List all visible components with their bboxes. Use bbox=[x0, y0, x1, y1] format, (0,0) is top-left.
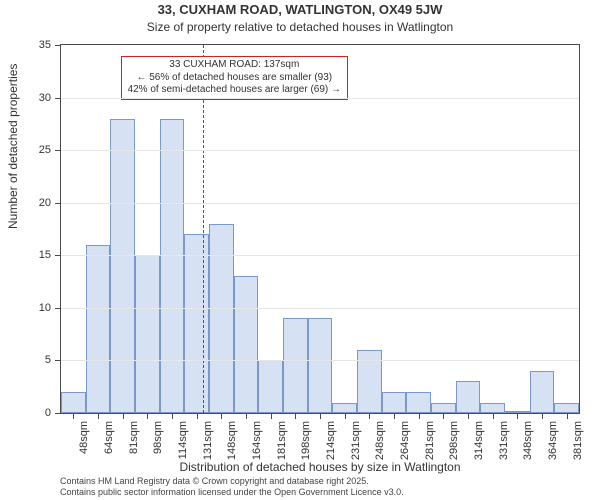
bar bbox=[110, 119, 135, 413]
bar bbox=[209, 224, 234, 413]
grid-line bbox=[61, 203, 579, 204]
bar bbox=[431, 403, 456, 414]
x-tick-label: 48sqm bbox=[78, 421, 90, 454]
y-tick bbox=[55, 308, 61, 309]
x-tick bbox=[246, 413, 247, 419]
x-tick bbox=[295, 413, 296, 419]
credits-line: Contains HM Land Registry data © Crown c… bbox=[60, 476, 404, 487]
bars-layer bbox=[61, 45, 579, 413]
x-tick bbox=[369, 413, 370, 419]
x-tick bbox=[493, 413, 494, 419]
y-tick bbox=[55, 150, 61, 151]
x-tick bbox=[567, 413, 568, 419]
bar bbox=[61, 392, 86, 413]
x-tick-label: 148sqm bbox=[226, 421, 238, 460]
x-tick-label: 131sqm bbox=[202, 421, 214, 460]
y-tick-label: 25 bbox=[39, 144, 51, 156]
x-tick-label: 281sqm bbox=[424, 421, 436, 460]
credits: Contains HM Land Registry data © Crown c… bbox=[60, 476, 404, 498]
y-tick bbox=[55, 360, 61, 361]
chart-title-sub: Size of property relative to detached ho… bbox=[0, 20, 600, 34]
y-tick bbox=[55, 203, 61, 204]
grid-line bbox=[61, 98, 579, 99]
x-tick bbox=[443, 413, 444, 419]
bar bbox=[332, 403, 357, 414]
x-tick-label: 98sqm bbox=[152, 421, 164, 454]
y-tick-label: 5 bbox=[45, 354, 51, 366]
x-tick-label: 314sqm bbox=[473, 421, 485, 460]
x-tick-label: 81sqm bbox=[128, 421, 140, 454]
annotation-line: 42% of semi-detached houses are larger (… bbox=[128, 84, 341, 97]
x-tick-label: 381sqm bbox=[572, 421, 584, 460]
bar bbox=[480, 403, 505, 414]
x-tick bbox=[221, 413, 222, 419]
x-tick-label: 248sqm bbox=[374, 421, 386, 460]
grid-line bbox=[61, 150, 579, 151]
x-tick bbox=[73, 413, 74, 419]
bar bbox=[283, 318, 308, 413]
x-tick bbox=[320, 413, 321, 419]
y-tick bbox=[55, 255, 61, 256]
bar bbox=[234, 276, 259, 413]
x-tick-label: 231sqm bbox=[350, 421, 362, 460]
x-tick bbox=[542, 413, 543, 419]
x-tick-label: 164sqm bbox=[251, 421, 263, 460]
x-tick-label: 331sqm bbox=[498, 421, 510, 460]
x-tick bbox=[147, 413, 148, 419]
bar bbox=[357, 350, 382, 413]
bar bbox=[258, 360, 283, 413]
bar bbox=[86, 245, 111, 413]
x-tick bbox=[517, 413, 518, 419]
y-tick bbox=[55, 413, 61, 414]
annotation-box: 33 CUXHAM ROAD: 137sqm ← 56% of detached… bbox=[121, 56, 348, 100]
marker-line bbox=[203, 45, 204, 413]
x-tick bbox=[394, 413, 395, 419]
x-tick-label: 214sqm bbox=[325, 421, 337, 460]
x-tick bbox=[468, 413, 469, 419]
x-tick bbox=[419, 413, 420, 419]
bar bbox=[530, 371, 555, 413]
bar bbox=[160, 119, 185, 413]
y-tick-label: 10 bbox=[39, 302, 51, 314]
y-tick-label: 35 bbox=[39, 39, 51, 51]
x-tick bbox=[123, 413, 124, 419]
bar bbox=[135, 255, 160, 413]
plot-area: 33 CUXHAM ROAD: 137sqm ← 56% of detached… bbox=[60, 44, 580, 414]
chart-container: 33, CUXHAM ROAD, WATLINGTON, OX49 5JW Si… bbox=[0, 0, 600, 500]
y-tick-label: 30 bbox=[39, 92, 51, 104]
x-tick-label: 364sqm bbox=[547, 421, 559, 460]
x-tick-label: 264sqm bbox=[399, 421, 411, 460]
x-tick bbox=[271, 413, 272, 419]
x-tick-label: 298sqm bbox=[448, 421, 460, 460]
bar bbox=[554, 403, 579, 414]
y-tick bbox=[55, 98, 61, 99]
x-tick-label: 114sqm bbox=[177, 421, 189, 459]
x-tick bbox=[98, 413, 99, 419]
x-tick bbox=[345, 413, 346, 419]
grid-line bbox=[61, 255, 579, 256]
annotation-line: 33 CUXHAM ROAD: 137sqm bbox=[128, 59, 341, 72]
y-axis-label: Number of detached properties bbox=[6, 64, 20, 229]
y-tick bbox=[55, 45, 61, 46]
x-axis-label: Distribution of detached houses by size … bbox=[60, 460, 580, 474]
y-tick-label: 15 bbox=[39, 249, 51, 261]
y-tick-label: 0 bbox=[45, 407, 51, 419]
credits-line: Contains public sector information licen… bbox=[60, 487, 404, 498]
x-tick-label: 348sqm bbox=[522, 421, 534, 460]
chart-title-main: 33, CUXHAM ROAD, WATLINGTON, OX49 5JW bbox=[0, 2, 600, 17]
grid-line bbox=[61, 308, 579, 309]
x-tick-label: 64sqm bbox=[103, 421, 115, 454]
bar bbox=[308, 318, 333, 413]
bar bbox=[456, 381, 481, 413]
bar bbox=[382, 392, 407, 413]
x-tick-label: 181sqm bbox=[276, 421, 288, 460]
bar bbox=[406, 392, 431, 413]
x-tick-label: 198sqm bbox=[300, 421, 312, 460]
x-tick bbox=[197, 413, 198, 419]
annotation-line: ← 56% of detached houses are smaller (93… bbox=[128, 72, 341, 85]
x-tick bbox=[172, 413, 173, 419]
bar bbox=[184, 234, 209, 413]
y-tick-label: 20 bbox=[39, 197, 51, 209]
grid-line bbox=[61, 360, 579, 361]
